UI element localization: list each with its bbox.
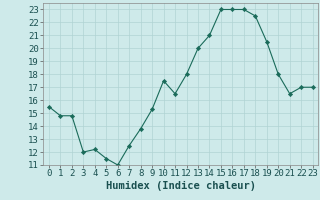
X-axis label: Humidex (Indice chaleur): Humidex (Indice chaleur) — [106, 181, 256, 191]
